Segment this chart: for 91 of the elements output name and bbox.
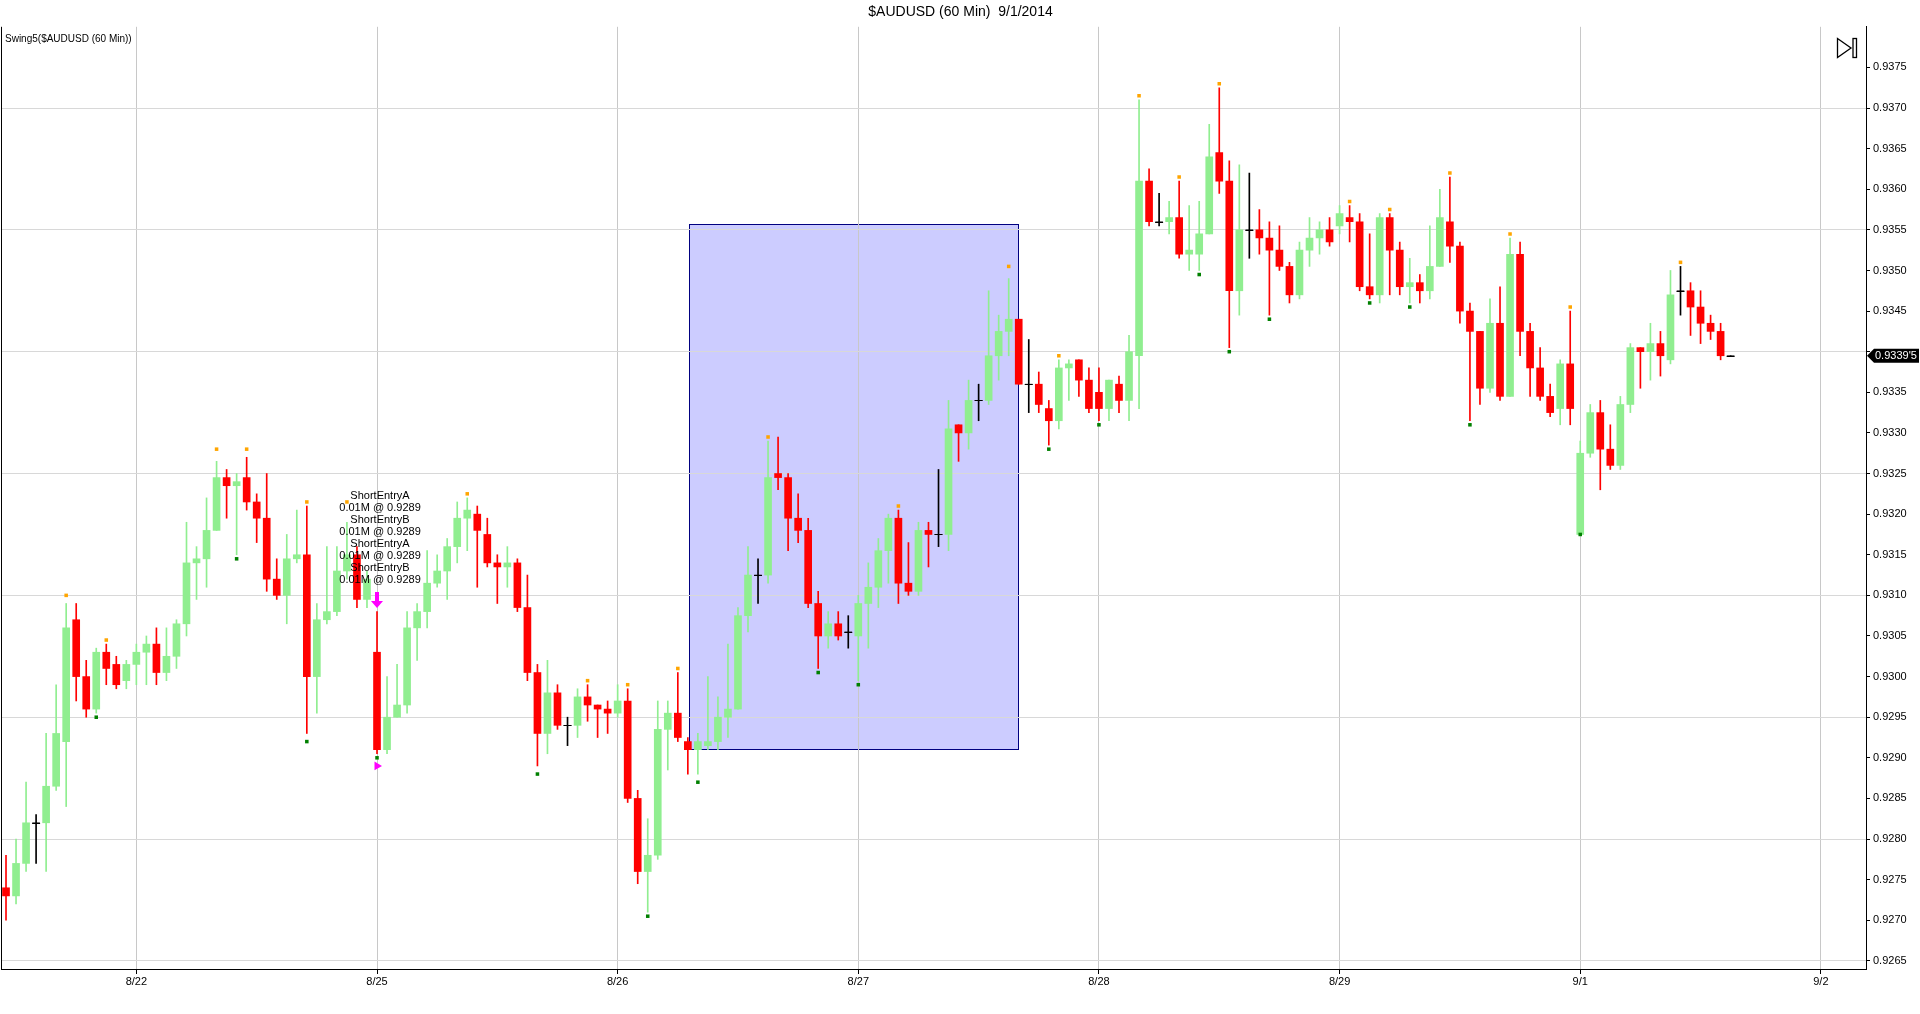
candlestick (1154, 192, 1164, 227)
point (676, 666, 680, 671)
x-tick-label: 8/22 (125, 974, 148, 987)
candlestick (1004, 278, 1013, 357)
point (1568, 305, 1572, 309)
point (1217, 81, 1222, 86)
annotation: ShortEntryB (350, 512, 410, 525)
candlestick (292, 509, 301, 564)
point (1468, 423, 1472, 427)
candlestick (473, 505, 482, 588)
candlestick (393, 664, 401, 718)
point (1137, 94, 1141, 98)
point (234, 557, 239, 561)
point (766, 435, 770, 439)
candlestick (774, 436, 782, 491)
y-tick-label: 0.9305 (1873, 629, 1907, 642)
point (104, 638, 109, 642)
point (1197, 272, 1201, 277)
point (1508, 232, 1512, 236)
point (465, 492, 470, 496)
y-tick-label: 0.9370 (1873, 101, 1907, 114)
y-tick-label: 0.9270 (1873, 913, 1907, 926)
point (896, 504, 901, 508)
x-tick-label: 8/29 (1328, 974, 1351, 987)
point (816, 670, 820, 675)
annotation: ShortEntryA (350, 536, 411, 549)
candlestick (1466, 302, 1474, 422)
x-tick-label: 9/1 (1572, 974, 1588, 987)
y-tick-label: 0.9290 (1873, 750, 1907, 763)
point (305, 500, 309, 504)
x-tick-label: 8/26 (606, 974, 629, 987)
point (696, 780, 700, 784)
candlestick (704, 676, 712, 751)
candlestick (864, 562, 873, 649)
candlestick (1185, 205, 1194, 271)
y-tick-label: 0.9325 (1873, 466, 1907, 479)
point (214, 447, 219, 451)
text: 0.9339'5 (1875, 349, 1917, 362)
candlestick (463, 497, 472, 552)
point (1057, 353, 1061, 358)
point (1448, 171, 1452, 175)
x-tick-label: 8/25 (366, 974, 388, 987)
y-tick-label: 0.9275 (1873, 872, 1907, 885)
point (1267, 317, 1272, 321)
annotation: 0.01M @ 0.9289 (339, 500, 421, 513)
candlestick (663, 700, 672, 771)
point (1367, 301, 1372, 305)
x-tick-label: 9/2 (1813, 974, 1829, 987)
candlestick (1165, 201, 1173, 235)
point (1578, 532, 1582, 537)
candlestick (684, 737, 692, 775)
y-tick-label: 0.9335 (1873, 385, 1907, 398)
y-tick-label: 0.9355 (1873, 222, 1907, 235)
x-tick-label: 8/28 (1088, 974, 1110, 987)
candlestick (323, 546, 331, 625)
point (1097, 423, 1101, 427)
point (94, 715, 99, 719)
y-tick-label: 0.9285 (1873, 791, 1907, 804)
point (305, 739, 309, 744)
x-tick-label: 8/27 (847, 974, 870, 987)
candlestick (31, 814, 41, 864)
point (1177, 175, 1181, 179)
point (375, 756, 379, 760)
candlestick (2, 854, 10, 921)
y-tick-label: 0.9365 (1873, 141, 1907, 154)
annotation: 0.01M @ 0.9289 (339, 524, 421, 537)
candlestick (1405, 257, 1414, 304)
annotation: ShortEntryA (350, 488, 411, 501)
y-tick-label: 0.9345 (1873, 304, 1907, 317)
y-tick-label: 0.9330 (1873, 425, 1907, 438)
y-tick-label: 0.9300 (1873, 669, 1907, 682)
point (1047, 447, 1051, 451)
candlestick (724, 643, 732, 738)
y-tick-label: 0.9315 (1873, 547, 1907, 560)
point (535, 772, 540, 776)
y-tick-label: 0.9360 (1873, 182, 1907, 195)
y-tick-label: 0.9295 (1873, 710, 1907, 723)
y-tick-label: 0.9265 (1873, 953, 1907, 966)
chart-title: $AUDUSD (60 Min) 9/1/2014 (868, 3, 1053, 20)
y-tick-label: 0.9375 (1873, 60, 1907, 73)
point (1408, 305, 1412, 309)
point (645, 914, 650, 918)
candlestick (643, 818, 652, 913)
y-tick-label: 0.9280 (1873, 832, 1907, 845)
point (64, 593, 68, 598)
annotation: Swing5($AUDUSD (60 Min)) (5, 32, 132, 44)
y-tick-label: 0.9350 (1873, 263, 1907, 276)
y-tick-label: 0.9320 (1873, 507, 1907, 520)
point (244, 447, 249, 451)
candlestick (694, 733, 702, 775)
y-tick-label: 0.9310 (1873, 588, 1907, 601)
